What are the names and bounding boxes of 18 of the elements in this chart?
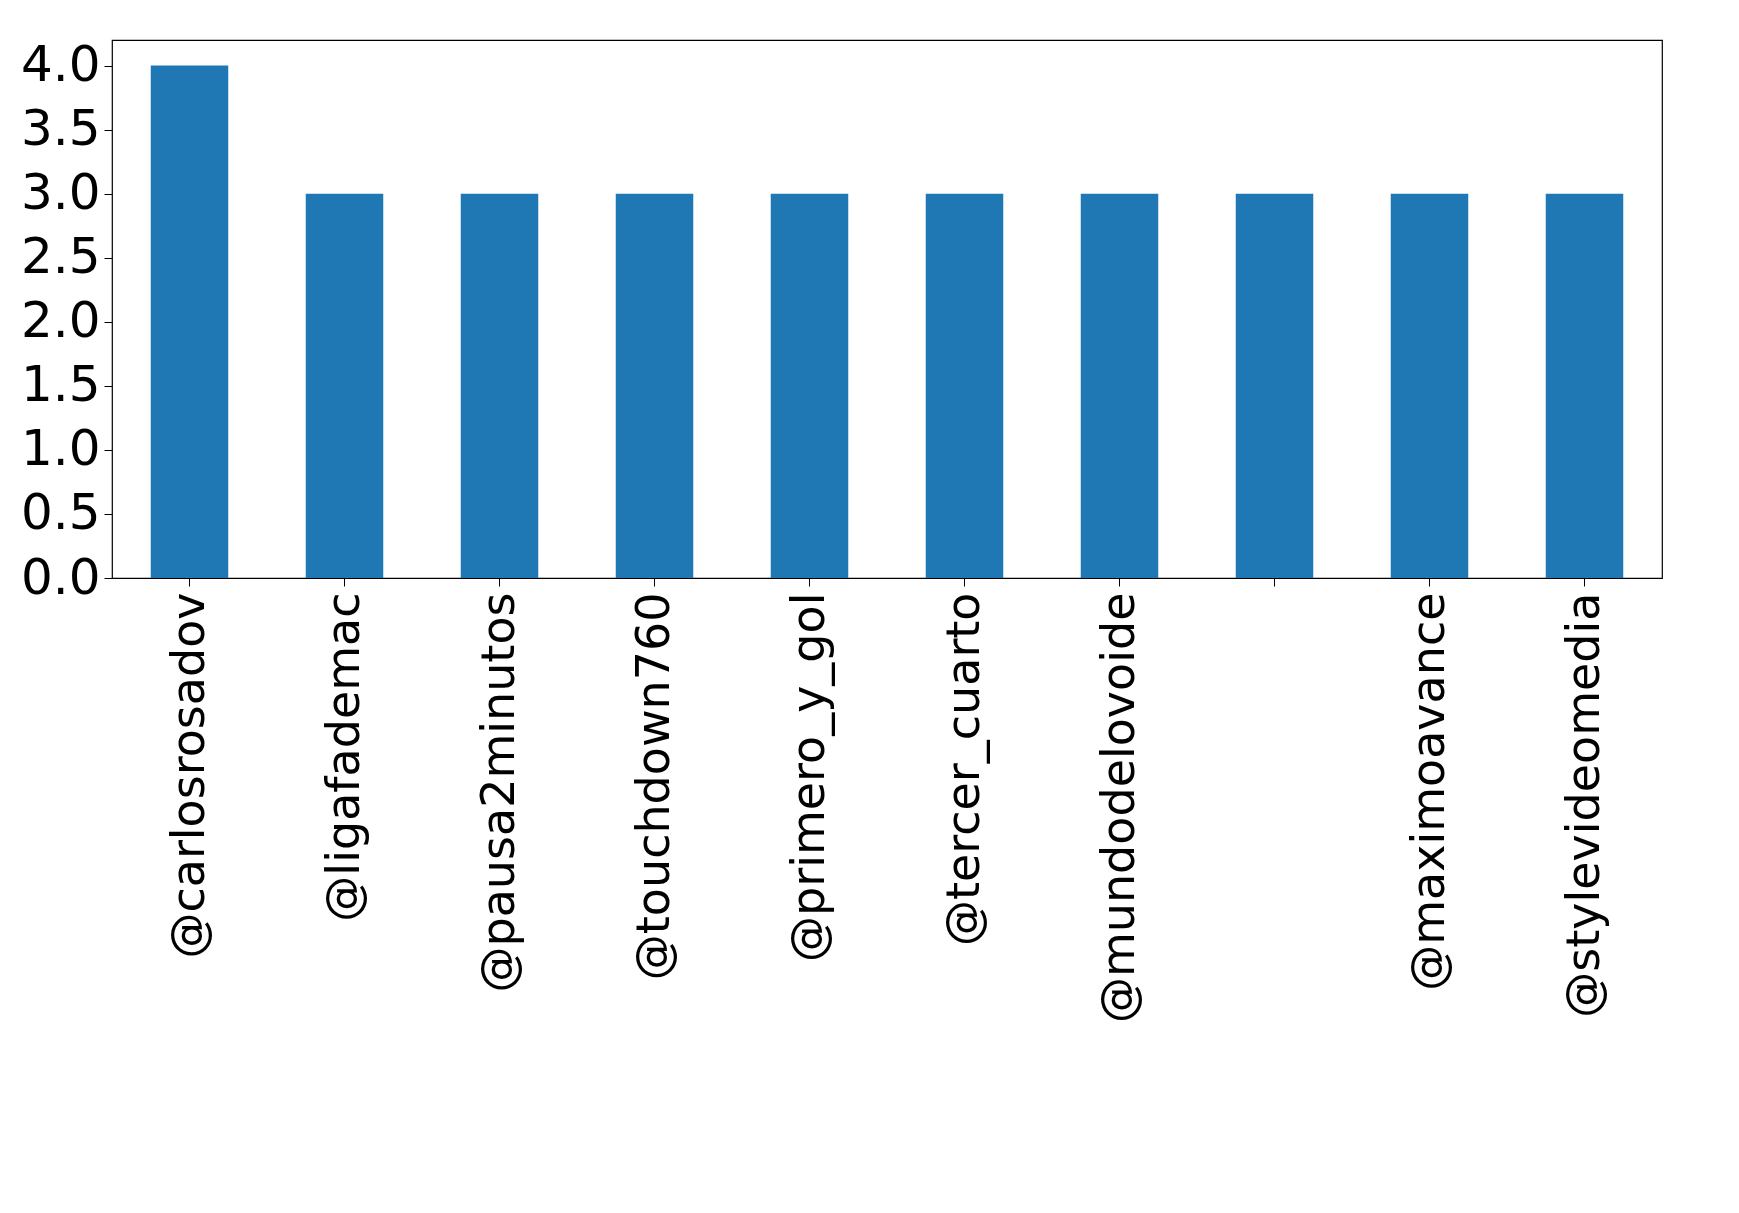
x-tick-label: @carlosrosadov (160, 592, 215, 959)
y-tick-label: 4.0 (20, 35, 101, 94)
x-tick-label: @maximoavance (1400, 592, 1455, 991)
y-tick-label: 3.0 (20, 163, 101, 222)
x-tick-label: @stylevideomedia (1555, 592, 1610, 1018)
x-tick-label: @mundodelovoide (1090, 592, 1145, 1024)
y-tick-label: 2.0 (20, 291, 101, 350)
y-tick-label: 1.0 (20, 419, 101, 478)
x-tick-label: @touchdown760 (625, 592, 680, 981)
y-tick-label: 0.0 (20, 547, 101, 606)
y-tick-label: 3.5 (20, 99, 101, 158)
x-tick-label: @tercer_cuarto (935, 592, 990, 946)
x-tick-label: @pausa2minutos (470, 592, 525, 993)
y-tick-label: 0.5 (20, 483, 101, 542)
y-tick-label: 2.5 (20, 227, 101, 286)
y-tick-label: 1.5 (20, 355, 101, 414)
x-tick-label: @primero_y_gol (780, 592, 835, 962)
x-tick-label: @ligafademac (315, 592, 370, 922)
